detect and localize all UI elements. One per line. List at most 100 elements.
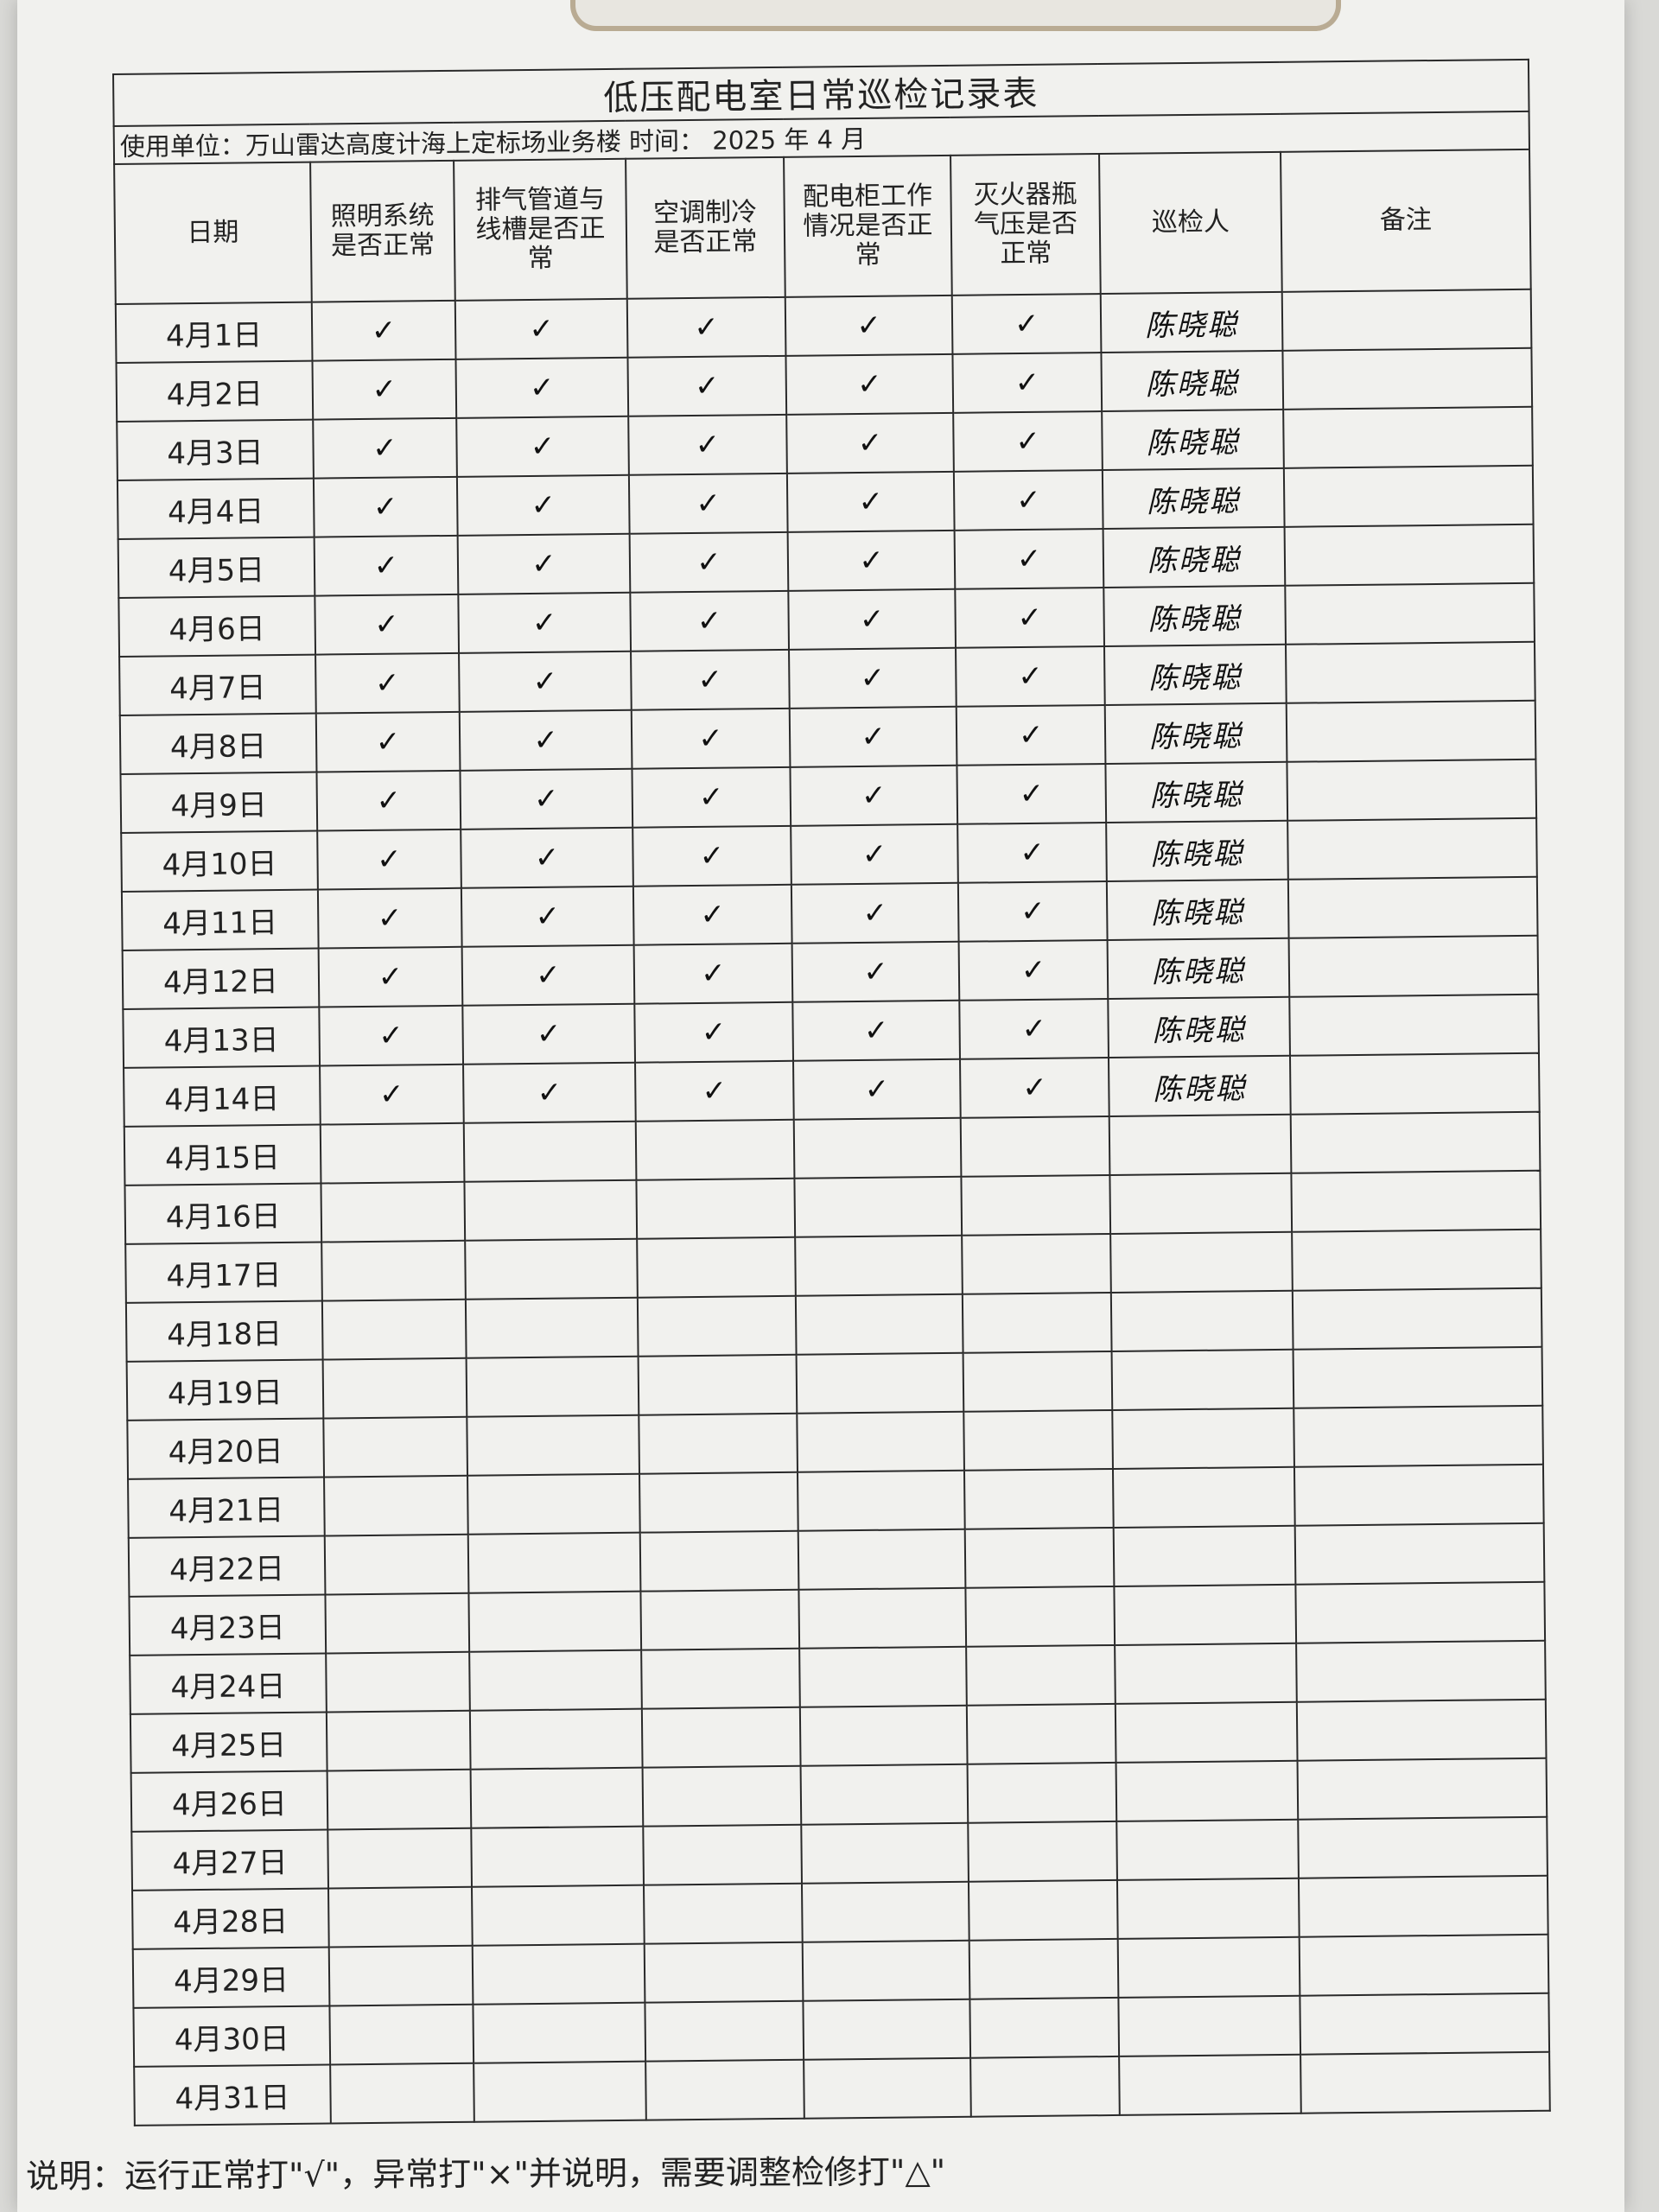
- remark-cell: [1298, 1816, 1548, 1878]
- remark-cell: [1284, 465, 1534, 527]
- check-cell-exhaust-duct: [473, 2002, 646, 2063]
- check-cell-fire-extinguisher: ✓: [957, 823, 1107, 883]
- remark-cell: [1286, 641, 1535, 703]
- check-cell-fire-extinguisher: [969, 1879, 1118, 1941]
- inspector-signature: [1111, 1349, 1294, 1410]
- inspector-signature: [1116, 1819, 1300, 1880]
- inspector-signature: [1112, 1408, 1295, 1469]
- check-cell-lighting: ✓: [311, 300, 456, 361]
- inspector-signature: 陈晓聪: [1102, 409, 1285, 471]
- check-cell-switchgear: [800, 1822, 969, 1884]
- date-cell: 4月31日: [134, 2064, 331, 2126]
- check-cell-fire-extinguisher: [965, 1586, 1116, 1647]
- check-cell-air-conditioning: [641, 1648, 800, 1709]
- check-cell-lighting: [325, 1592, 470, 1654]
- date-cell: 4月20日: [127, 1418, 324, 1479]
- check-cell-exhaust-duct: [469, 1649, 642, 1711]
- check-cell-air-conditioning: [637, 1295, 797, 1357]
- check-cell-exhaust-duct: ✓: [456, 474, 630, 536]
- date-cell: 4月1日: [115, 302, 313, 363]
- check-cell-switchgear: ✓: [785, 412, 955, 474]
- check-cell-fire-extinguisher: ✓: [957, 764, 1107, 824]
- check-cell-fire-extinguisher: [961, 1174, 1111, 1236]
- check-cell-lighting: ✓: [313, 417, 457, 479]
- remark-cell: [1283, 406, 1533, 468]
- check-cell-air-conditioning: ✓: [631, 708, 791, 769]
- date-cell: 4月24日: [130, 1653, 327, 1714]
- check-cell-air-conditioning: ✓: [633, 943, 792, 1004]
- check-cell-switchgear: ✓: [787, 530, 956, 591]
- check-cell-lighting: [326, 1651, 470, 1713]
- date-cell: 4月21日: [128, 1477, 325, 1538]
- date-cell: 4月16日: [124, 1183, 322, 1244]
- check-cell-air-conditioning: [645, 2059, 804, 2120]
- check-cell-lighting: [321, 1240, 466, 1301]
- check-cell-air-conditioning: [639, 1471, 798, 1533]
- inspector-signature: [1113, 1525, 1296, 1586]
- check-cell-fire-extinguisher: ✓: [960, 1057, 1109, 1118]
- check-cell-lighting: [322, 1357, 467, 1419]
- check-cell-fire-extinguisher: ✓: [959, 998, 1109, 1059]
- inspector-signature: 陈晓聪: [1102, 467, 1285, 530]
- check-cell-air-conditioning: [640, 1589, 799, 1650]
- check-cell-switchgear: [802, 1940, 970, 2001]
- date-cell: 4月4日: [117, 478, 315, 539]
- header-exhaust-duct: 排气管道与线槽是否正常: [453, 158, 627, 301]
- date-cell: 4月11日: [121, 889, 319, 950]
- inspector-signature: 陈晓聪: [1103, 585, 1287, 647]
- check-cell-exhaust-duct: ✓: [454, 298, 628, 359]
- date-cell: 4月15日: [124, 1124, 321, 1185]
- date-cell: 4月10日: [121, 830, 318, 892]
- check-cell-fire-extinguisher: [967, 1703, 1116, 1764]
- check-cell-exhaust-duct: [465, 1297, 639, 1358]
- check-cell-switchgear: [800, 1764, 969, 1825]
- check-cell-lighting: [327, 1886, 473, 1948]
- remark-cell: [1281, 289, 1532, 351]
- inspector-signature: [1117, 1936, 1300, 1998]
- remark-cell: [1300, 1993, 1550, 2055]
- inspector-signature: 陈晓聪: [1103, 526, 1286, 588]
- inspector-signature: [1109, 1114, 1292, 1175]
- check-cell-fire-extinguisher: ✓: [952, 294, 1102, 354]
- header-air-conditioning: 空调制冷是否正常: [626, 156, 785, 299]
- remark-cell: [1288, 935, 1539, 997]
- check-cell-air-conditioning: ✓: [632, 766, 791, 828]
- check-cell-lighting: ✓: [317, 887, 462, 949]
- header-fire-extinguisher: 灭火器瓶气压是否正常: [950, 154, 1101, 296]
- check-cell-fire-extinguisher: [962, 1233, 1111, 1294]
- check-cell-switchgear: [803, 1999, 971, 2060]
- date-cell: 4月28日: [132, 1888, 329, 1949]
- check-cell-fire-extinguisher: [969, 1997, 1120, 2058]
- check-cell-exhaust-duct: [467, 1473, 640, 1535]
- check-cell-lighting: [323, 1475, 468, 1536]
- inspector-signature: [1112, 1466, 1295, 1528]
- remark-cell: [1286, 700, 1536, 762]
- check-cell-switchgear: ✓: [790, 765, 958, 826]
- date-cell: 4月18日: [125, 1300, 323, 1362]
- check-cell-lighting: [324, 1534, 469, 1595]
- check-cell-switchgear: [794, 1235, 963, 1296]
- column-headers: 日期 照明系统是否正常 排气管道与线槽是否正常 空调制冷是否正常 配电柜工作情况是否正常…: [114, 149, 1531, 304]
- check-cell-switchgear: ✓: [785, 353, 954, 415]
- check-cell-lighting: ✓: [317, 829, 461, 890]
- check-cell-fire-extinguisher: ✓: [958, 881, 1108, 942]
- check-cell-exhaust-duct: ✓: [459, 709, 632, 771]
- check-cell-fire-extinguisher: [968, 1821, 1117, 1882]
- check-cell-lighting: ✓: [319, 1005, 463, 1066]
- check-cell-lighting: [321, 1299, 467, 1360]
- check-cell-exhaust-duct: [469, 1708, 643, 1770]
- date-cell: 4月25日: [130, 1712, 327, 1773]
- check-cell-fire-extinguisher: [969, 1938, 1119, 1999]
- check-cell-air-conditioning: [638, 1354, 797, 1415]
- remark-cell: [1296, 1640, 1546, 1702]
- date-cell: 4月19日: [126, 1359, 324, 1421]
- check-cell-lighting: ✓: [312, 359, 457, 420]
- check-cell-exhaust-duct: ✓: [455, 357, 629, 418]
- check-cell-air-conditioning: ✓: [629, 531, 789, 593]
- date-cell: 4月8日: [119, 713, 317, 774]
- footnote: 说明：运行正常打"√"，异常打"×"并说明，需要调整检修打"△": [25, 2152, 946, 2196]
- check-cell-lighting: ✓: [319, 1064, 464, 1125]
- check-cell-exhaust-duct: [467, 1532, 641, 1593]
- inspector-signature: 陈晓聪: [1107, 938, 1290, 999]
- remark-cell: [1287, 759, 1537, 821]
